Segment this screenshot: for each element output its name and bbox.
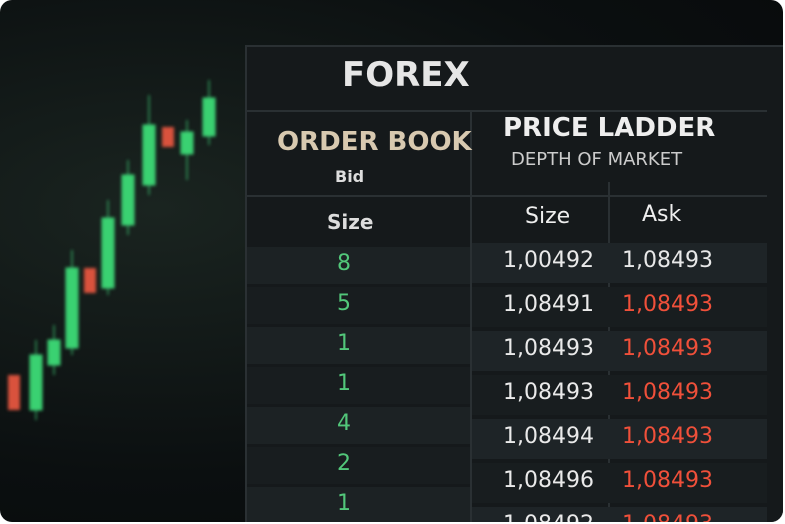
divider xyxy=(470,110,472,522)
section-subtitle: DEPTH OF MARKET xyxy=(511,149,683,170)
ask-price: 1,08493 xyxy=(622,468,713,493)
column-header: Ask xyxy=(642,202,682,227)
column-header: Size xyxy=(327,210,374,234)
ladder-size: 1,00492 xyxy=(503,248,594,273)
ask-price: 1,08493 xyxy=(622,512,713,522)
ladder-size: 1,08493 xyxy=(503,380,594,405)
column-header: Size xyxy=(525,204,571,229)
row-background xyxy=(472,375,767,415)
bid-size: 1 xyxy=(337,491,351,516)
section-subtitle: Bid xyxy=(335,167,365,186)
row-background xyxy=(247,327,470,364)
row-background xyxy=(247,487,470,522)
page-title: FOREX xyxy=(342,55,470,95)
row-background xyxy=(472,287,767,327)
section-title: ORDER BOOK xyxy=(277,127,472,157)
divider xyxy=(247,195,767,197)
ladder-size: 1,08493 xyxy=(503,336,594,361)
ask-price: 1,08493 xyxy=(622,292,713,317)
row-background xyxy=(472,463,767,503)
row-background xyxy=(247,447,470,484)
row-background xyxy=(472,507,767,522)
section-title: PRICE LADDER xyxy=(503,113,716,143)
row-background xyxy=(247,407,470,444)
bid-size: 2 xyxy=(337,451,351,476)
ladder-size: 1,08492 xyxy=(503,512,594,522)
ask-price: 1,08493 xyxy=(622,248,713,273)
row-background xyxy=(472,331,767,371)
ask-price: 1,08493 xyxy=(622,424,713,449)
row-background xyxy=(247,367,470,404)
bid-size: 1 xyxy=(337,331,351,356)
row-background xyxy=(472,243,767,283)
ask-price: 1,08493 xyxy=(622,380,713,405)
row-background xyxy=(247,287,470,324)
bid-size: 1 xyxy=(337,371,351,396)
ladder-size: 1,08491 xyxy=(503,292,594,317)
candlestick-backdrop xyxy=(8,80,216,420)
bid-size: 4 xyxy=(337,411,351,436)
ladder-size: 1,08496 xyxy=(503,468,594,493)
ladder-size: 1,08494 xyxy=(503,424,594,449)
row-background xyxy=(247,247,470,284)
ask-price: 1,08493 xyxy=(622,336,713,361)
dom-panel: FOREX ORDER BOOK Bid Size PRICE LADDER DEPTH … xyxy=(245,45,783,522)
divider xyxy=(247,110,767,112)
bid-size: 8 xyxy=(337,251,351,276)
row-background xyxy=(472,419,767,459)
bid-size: 5 xyxy=(337,291,351,316)
